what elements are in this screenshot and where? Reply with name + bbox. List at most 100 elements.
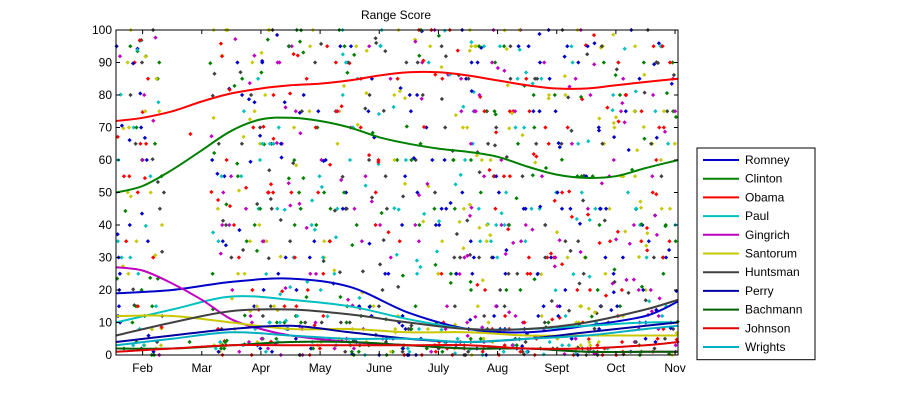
scatter-point — [486, 320, 491, 325]
scatter-point — [257, 133, 263, 138]
scatter-point — [292, 222, 297, 228]
scatter-point — [127, 222, 132, 228]
scatter-point — [425, 326, 431, 332]
scatter-point — [265, 37, 270, 42]
scatter-point — [360, 269, 366, 274]
scatter-point — [115, 134, 120, 140]
scatter-point — [453, 182, 458, 187]
scatter-point — [461, 246, 466, 251]
scatter-point — [404, 60, 409, 65]
scatter-point — [260, 239, 265, 244]
scatter-point — [321, 271, 326, 276]
scatter-point — [480, 278, 485, 283]
scatter-point — [348, 44, 354, 49]
scatter-point — [287, 239, 293, 244]
scatter-point — [440, 76, 445, 81]
scatter-point — [596, 339, 601, 345]
scatter-point — [585, 206, 591, 211]
scatter-point — [439, 271, 444, 276]
scatter-point — [462, 157, 468, 163]
scatter-point — [436, 219, 442, 224]
scatter-point — [638, 199, 643, 204]
scatter-point — [149, 327, 155, 332]
scatter-point — [392, 157, 397, 163]
scatter-point — [646, 239, 651, 244]
scatter-point — [465, 253, 470, 258]
series-line-romney — [115, 277, 679, 334]
scatter-point — [347, 157, 353, 163]
scatter-point — [433, 222, 439, 228]
scatter-point — [643, 336, 648, 341]
scatter-point — [146, 333, 151, 338]
scatter-point — [327, 239, 333, 244]
scatter-point — [259, 70, 264, 75]
scatter-point — [497, 44, 503, 49]
scatter-point — [642, 136, 647, 141]
scatter-point — [261, 287, 266, 293]
scatter-point — [566, 95, 571, 100]
scatter-point — [465, 333, 470, 339]
scatter-point — [210, 157, 215, 163]
scatter-point — [495, 65, 501, 71]
scatter-point — [383, 271, 388, 276]
scatter-point — [224, 202, 229, 207]
scatter-point — [313, 271, 319, 277]
scatter-point — [154, 76, 159, 81]
series-line-clinton — [115, 116, 679, 194]
scatter-point — [274, 320, 280, 325]
scatter-point — [128, 255, 133, 260]
scatter-point — [569, 141, 575, 146]
scatter-point — [239, 141, 245, 146]
scatter-point — [482, 287, 488, 293]
scatter-point — [457, 271, 462, 277]
scatter-point — [229, 255, 234, 260]
scatter-point — [298, 206, 303, 211]
scatter-point — [460, 125, 466, 130]
scatter-point — [499, 211, 504, 216]
scatter-point — [354, 222, 359, 228]
scatter-point — [417, 222, 422, 228]
scatter-point — [240, 247, 246, 253]
scatter-point — [247, 117, 253, 122]
scatter-point — [403, 157, 409, 163]
scatter-point — [277, 320, 283, 325]
scatter-point — [216, 349, 221, 354]
scatter-point — [653, 339, 658, 345]
scatter-point — [332, 268, 337, 273]
scatter-point — [317, 346, 323, 351]
scatter-point — [444, 206, 449, 211]
scatter-point — [565, 255, 570, 260]
scatter-point — [282, 100, 287, 105]
scatter-point — [552, 264, 557, 269]
scatter-point — [138, 91, 143, 96]
scatter-point — [542, 320, 547, 325]
scatter-point — [436, 33, 442, 38]
scatter-point — [475, 304, 480, 309]
scatter-point — [493, 130, 499, 135]
scatter-point — [397, 239, 402, 244]
scatter-point — [246, 97, 252, 102]
scatter-point — [243, 185, 249, 190]
scatter-point — [148, 174, 153, 179]
scatter-point — [312, 239, 317, 244]
scatter-point — [663, 223, 668, 229]
scatter-point — [212, 71, 217, 76]
scatter-point — [137, 38, 142, 43]
scatter-point — [238, 70, 243, 75]
scatter-point — [402, 181, 408, 186]
scatter-point — [415, 190, 420, 195]
scatter-point — [303, 320, 308, 325]
scatter-point — [541, 304, 546, 309]
scatter-point — [407, 349, 412, 354]
scatter-point — [223, 243, 229, 248]
scatter-point — [457, 255, 463, 260]
scatter-point — [581, 271, 586, 276]
scatter-point — [609, 307, 614, 313]
scatter-point — [151, 255, 156, 260]
scatter-point — [252, 100, 257, 105]
scatter-point — [649, 141, 654, 146]
scatter-point — [565, 125, 570, 130]
scatter-point — [398, 85, 403, 91]
scatter-point — [260, 313, 266, 319]
scatter-point — [595, 343, 600, 348]
